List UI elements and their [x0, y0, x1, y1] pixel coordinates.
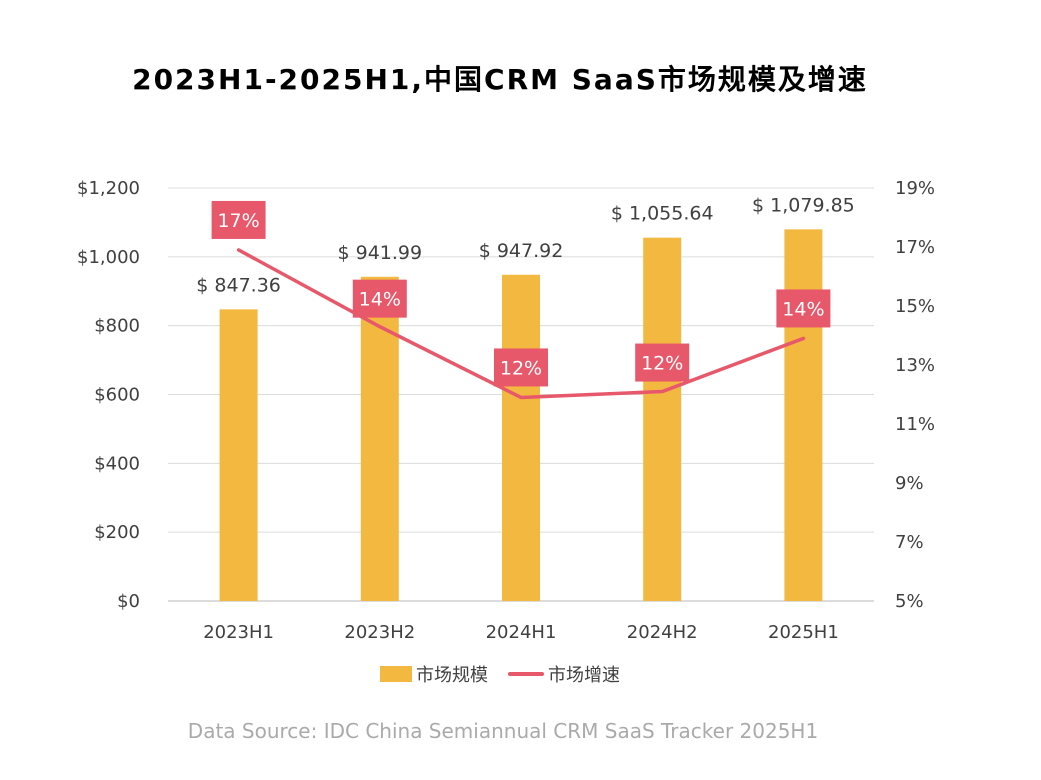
growth-data-label: 14%: [352, 279, 407, 318]
bar-data-labels: $ 847.36 $ 941.99 $ 947.92 $ 1,055.64 $ 1,07…: [196, 194, 854, 296]
right-axis-tick-label: 13%: [895, 355, 935, 376]
bar-data-label: $ 947.92: [479, 240, 564, 262]
right-axis-tick-label: 5%: [895, 591, 924, 612]
growth-label-text: 12%: [641, 353, 683, 375]
right-axis-tick-label: 17%: [895, 237, 935, 258]
bar-data-label: $ 941.99: [337, 242, 422, 264]
growth-label-text: 12%: [500, 357, 542, 379]
left-axis-tick-label: $0: [117, 591, 140, 612]
x-axis-tick-label: 2024H2: [627, 622, 698, 643]
right-axis-tick-label: 7%: [895, 532, 924, 553]
left-axis-tick-label: $1,200: [77, 178, 140, 199]
x-axis-tick-label: 2025H1: [768, 622, 839, 643]
left-axis-tick-label: $400: [94, 453, 140, 474]
right-axis-tick-label: 11%: [895, 414, 935, 435]
bar: [219, 309, 258, 601]
right-axis-ticks: 5% 7% 9% 11% 13% 15% 17% 19%: [895, 178, 935, 612]
growth-label-box: [635, 343, 690, 382]
x-axis-ticks: 2023H1 2023H2 2024H1 2024H2 2025H1: [203, 622, 839, 643]
bar: [360, 276, 399, 601]
chart-title: 2023H1-2025H1,中国CRM SaaS市场规模及增速: [132, 63, 868, 96]
growth-data-label: 14%: [776, 289, 831, 328]
left-axis-tick-label: $800: [94, 316, 140, 337]
bars: [219, 229, 823, 601]
x-axis-tick-label: 2024H1: [486, 622, 557, 643]
growth-label-box: [776, 289, 831, 328]
right-axis-tick-label: 19%: [895, 178, 935, 199]
right-axis-tick-label: 15%: [895, 296, 935, 317]
x-axis-tick-label: 2023H1: [203, 622, 274, 643]
legend-item-growth: 市场增速: [508, 661, 620, 687]
bar: [502, 274, 540, 601]
bar: [784, 229, 823, 601]
growth-data-label: 12%: [635, 343, 690, 382]
left-axis-tick-label: $600: [94, 385, 140, 406]
growth-label-text: 14%: [782, 298, 824, 320]
legend-swatch-bar: [380, 666, 412, 682]
legend-label-market-size: 市场规模: [416, 665, 488, 686]
left-axis-ticks: $0 $200 $400 $600 $800 $1,000 $1,200: [77, 178, 140, 612]
growth-label-text: 17%: [217, 210, 259, 232]
growth-label-box: [352, 279, 407, 318]
bar-data-label: $ 1,055.64: [611, 203, 714, 225]
right-axis-tick-label: 9%: [895, 473, 924, 494]
growth-data-labels: 17% 14% 12% 12% 14%: [211, 200, 831, 387]
growth-label-text: 14%: [359, 289, 401, 311]
growth-label-box: [494, 348, 548, 387]
growth-data-label: 12%: [494, 348, 548, 387]
growth-data-label: 17%: [211, 200, 266, 239]
left-axis-tick-label: $1,000: [77, 247, 140, 268]
legend-label-growth: 市场增速: [548, 665, 620, 686]
legend-swatch-line: [508, 672, 544, 676]
growth-line: [236, 248, 806, 400]
legend: 市场规模 市场增速: [0, 661, 1000, 687]
left-axis-tick-label: $200: [94, 522, 140, 543]
x-axis-tick-label: 2023H2: [344, 622, 415, 643]
bar-data-label: $ 1,079.85: [752, 194, 855, 216]
growth-label-box: [211, 200, 266, 239]
bar-data-label: $ 847.36: [196, 274, 281, 296]
legend-item-market-size: 市场规模: [380, 661, 488, 687]
growth-line-path: [236, 248, 806, 400]
bar: [643, 237, 682, 601]
data-source-note: Data Source: IDC China Semiannual CRM Sa…: [187, 719, 819, 743]
